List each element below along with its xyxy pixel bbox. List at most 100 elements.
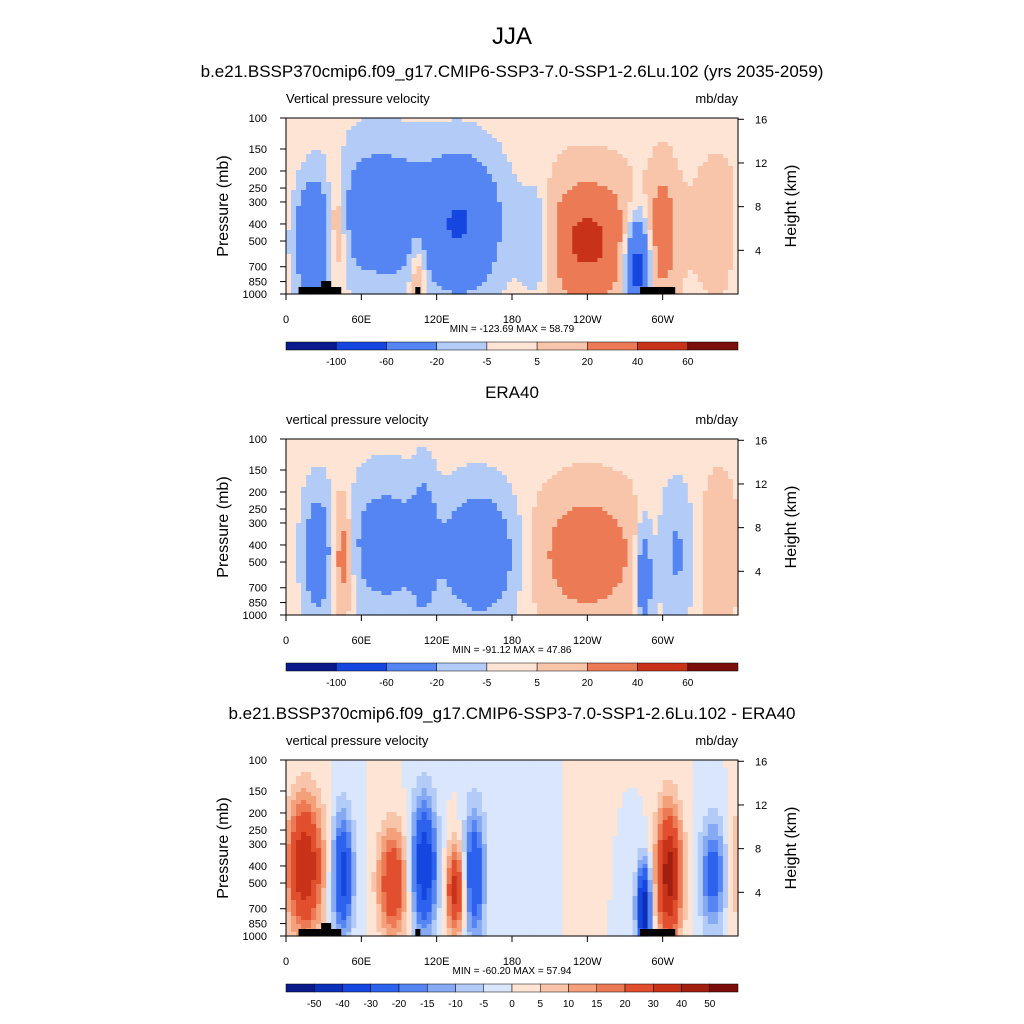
heatmap-cell bbox=[351, 475, 357, 480]
heatmap-cell bbox=[567, 222, 573, 227]
heatmap-cell bbox=[612, 222, 619, 227]
heatmap-cell bbox=[316, 118, 322, 123]
heatmap-cell bbox=[391, 463, 398, 468]
heatmap-cell bbox=[657, 447, 664, 452]
heatmap-cell bbox=[401, 210, 408, 215]
heatmap-cell bbox=[321, 198, 327, 203]
heatmap-cell bbox=[587, 467, 593, 472]
heatmap-cell bbox=[316, 142, 322, 147]
heatmap-cell bbox=[446, 186, 453, 191]
heatmap-cell bbox=[356, 118, 362, 123]
heatmap-cell bbox=[331, 226, 337, 231]
heatmap-cell bbox=[622, 286, 629, 291]
heatmap-cell bbox=[311, 270, 317, 275]
heatmap-cell bbox=[717, 274, 724, 279]
heatmap-cell bbox=[622, 270, 629, 275]
heatmap-cell bbox=[376, 126, 383, 131]
heatmap-cell bbox=[697, 250, 704, 255]
heatmap-cell bbox=[446, 439, 453, 444]
heatmap-cell bbox=[406, 150, 413, 155]
heatmap-cell bbox=[522, 234, 528, 239]
heatmap-cell bbox=[396, 126, 403, 131]
heatmap-cell bbox=[717, 226, 724, 231]
heatmap-cell bbox=[592, 266, 598, 271]
heatmap-cell bbox=[562, 467, 568, 472]
heatmap-cell bbox=[532, 194, 538, 199]
heatmap-cell bbox=[567, 479, 573, 484]
heatmap-cell bbox=[557, 290, 563, 295]
heatmap-cell bbox=[547, 254, 553, 259]
heatmap-cell bbox=[311, 274, 317, 279]
heatmap-cell bbox=[642, 258, 649, 263]
heatmap-cell bbox=[296, 238, 302, 243]
heatmap-cell bbox=[682, 270, 689, 275]
heatmap-cell bbox=[351, 274, 357, 279]
heatmap-cell bbox=[441, 154, 448, 159]
heatmap-cell bbox=[406, 258, 413, 263]
heatmap-cell bbox=[356, 278, 362, 283]
heatmap-cell bbox=[637, 246, 644, 251]
heatmap-cell bbox=[391, 234, 398, 239]
heatmap-cell bbox=[361, 274, 367, 279]
heatmap-cell bbox=[441, 238, 448, 243]
heatmap-cell bbox=[331, 134, 337, 139]
heatmap-cell bbox=[672, 234, 679, 239]
heatmap-cell bbox=[286, 146, 292, 151]
heatmap-cell bbox=[582, 174, 588, 179]
heatmap-cell bbox=[722, 194, 729, 199]
heatmap-cell bbox=[612, 234, 619, 239]
heatmap-cell bbox=[547, 262, 553, 267]
heatmap-cell bbox=[652, 254, 659, 259]
heatmap-cell bbox=[557, 214, 563, 219]
heatmap-cell bbox=[456, 118, 463, 123]
heatmap-cell bbox=[381, 158, 388, 163]
heatmap-cell bbox=[542, 463, 548, 468]
heatmap-cell bbox=[461, 443, 468, 448]
heatmap-cell bbox=[547, 142, 553, 147]
heatmap-cell bbox=[336, 182, 342, 187]
heatmap-cell bbox=[587, 459, 593, 464]
heatmap-cell bbox=[567, 138, 573, 143]
heatmap-cell bbox=[602, 178, 609, 183]
heatmap-cell bbox=[481, 202, 488, 207]
heatmap-cell bbox=[702, 250, 709, 255]
heatmap-cell bbox=[552, 467, 558, 472]
heatmap-cell bbox=[356, 198, 362, 203]
heatmap-cell bbox=[346, 130, 352, 135]
heatmap-cell bbox=[522, 274, 528, 279]
heatmap-cell bbox=[401, 242, 408, 247]
heatmap-cell bbox=[476, 246, 483, 251]
heatmap-cell bbox=[326, 451, 332, 456]
heatmap-cell bbox=[481, 198, 488, 203]
heatmap-cell bbox=[376, 154, 383, 159]
heatmap-cell bbox=[627, 282, 634, 287]
heatmap-cell bbox=[692, 198, 699, 203]
heatmap-cell bbox=[446, 286, 453, 291]
heatmap-cell bbox=[421, 150, 428, 155]
heatmap-cell bbox=[321, 142, 327, 147]
heatmap-cell bbox=[321, 126, 327, 131]
heatmap-cell bbox=[286, 467, 292, 472]
heatmap-cell bbox=[672, 238, 679, 243]
heatmap-cell bbox=[717, 202, 724, 207]
heatmap-cell bbox=[286, 142, 292, 147]
heatmap-cell bbox=[406, 230, 413, 235]
heatmap-cell bbox=[707, 467, 714, 472]
heatmap-cell bbox=[597, 174, 603, 179]
heatmap-cell bbox=[572, 467, 578, 472]
heatmap-cell bbox=[622, 126, 629, 131]
heatmap-cell bbox=[351, 194, 357, 199]
heatmap-cell bbox=[552, 270, 558, 275]
heatmap-cell bbox=[662, 238, 669, 243]
heatmap-cell bbox=[311, 202, 317, 207]
heatmap-cell bbox=[316, 443, 322, 448]
heatmap-cell bbox=[486, 463, 493, 468]
heatmap-cell bbox=[537, 198, 543, 203]
heatmap-cell bbox=[501, 443, 508, 448]
heatmap-cell bbox=[557, 158, 563, 163]
heatmap-cell bbox=[557, 262, 563, 267]
heatmap-cell bbox=[537, 467, 543, 472]
heatmap-cell bbox=[451, 451, 458, 456]
heatmap-cell bbox=[512, 447, 518, 452]
heatmap-cell bbox=[321, 118, 327, 123]
